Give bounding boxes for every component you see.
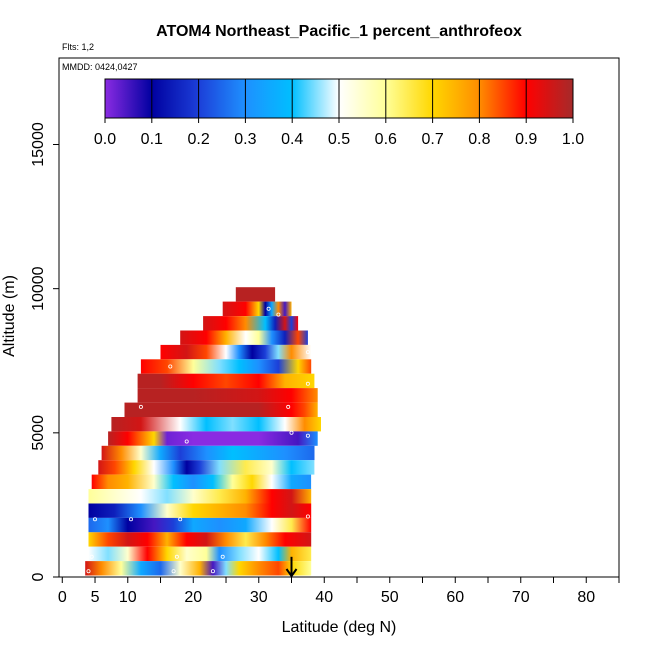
sample-point	[93, 517, 98, 522]
x-tick-label: 5	[91, 589, 100, 606]
sample-point	[138, 404, 143, 409]
heatmap-band	[140, 359, 312, 374]
colorbar-tick-label: 0.8	[468, 131, 490, 148]
x-tick-label: 10	[119, 589, 137, 606]
heatmap-band	[85, 561, 312, 576]
x-tick-label: 80	[577, 589, 595, 606]
sample-point	[286, 404, 291, 409]
sample-point	[178, 517, 183, 522]
heatmap-band	[88, 489, 312, 504]
x-tick-label: 50	[381, 589, 399, 606]
latitude-marker-layer	[285, 556, 298, 578]
heatmap-band	[180, 330, 308, 345]
x-tick-label: 60	[446, 589, 464, 606]
heatmap-band	[98, 460, 315, 475]
heatmap-band	[88, 517, 312, 533]
plot-frame	[58, 57, 620, 578]
colorbar-tick-label: 0.2	[187, 131, 209, 148]
heatmap-band	[124, 402, 318, 417]
x-tick-label: 40	[315, 589, 333, 606]
x-axis: 0 5 10 20 30 40 50 60 70 80	[58, 577, 620, 606]
sample-point	[305, 350, 310, 355]
heatmap-band	[111, 417, 322, 432]
colorbar: 0.0 0.1 0.2 0.3 0.4 0.5 0.6 0.7 0.8 0.9 1.0	[94, 78, 584, 148]
heatmap-band	[235, 287, 276, 302]
y-axis: 0 5000 10000 15000	[30, 122, 59, 581]
colorbar-tick-label: 0.0	[94, 131, 116, 148]
sample-point	[128, 517, 133, 522]
heatmap-band	[137, 373, 315, 389]
colorbar-tick-label: 0.7	[421, 131, 443, 148]
sample-point	[302, 321, 307, 326]
sample-points-layer	[86, 306, 310, 574]
sample-point	[171, 569, 176, 574]
heatmap-band	[108, 431, 318, 446]
heatmap-band	[101, 445, 315, 461]
sample-point	[305, 433, 310, 438]
colorbar-tick-label: 0.3	[234, 131, 256, 148]
chart-title: ATOM4 Northeast_Pacific_1 percent_anthro…	[156, 23, 522, 40]
colorbar-tick-label: 1.0	[562, 131, 584, 148]
y-tick-label: 10000	[30, 266, 47, 311]
sample-point	[184, 439, 189, 444]
y-tick-label: 5000	[30, 415, 47, 451]
heatmap-band	[88, 532, 312, 547]
sample-point	[289, 430, 294, 435]
sample-point	[220, 554, 225, 559]
y-tick-label: 0	[30, 572, 47, 581]
colorbar-tick-label: 0.6	[375, 131, 397, 148]
colorbar-tick-label: 0.9	[515, 131, 537, 148]
flights-label: Flts: 1,2	[62, 42, 94, 52]
heatmap-band	[88, 546, 312, 562]
sample-point	[174, 554, 179, 559]
colorbar-tick-label: 0.4	[281, 131, 303, 148]
x-tick-label: 30	[250, 589, 268, 606]
heatmap-band	[160, 344, 312, 360]
sample-point	[168, 364, 173, 369]
sample-point	[89, 554, 94, 559]
y-axis-label: Altitude (m)	[1, 275, 18, 357]
y-tick-label: 15000	[30, 122, 47, 167]
heatmap-band	[222, 301, 292, 316]
colorbar-tick-label: 0.1	[141, 131, 163, 148]
heatmap-band	[137, 388, 318, 403]
sample-point	[210, 569, 215, 574]
sample-point	[266, 306, 271, 311]
sample-point	[276, 312, 281, 317]
x-axis-label: Latitude (deg N)	[282, 619, 397, 636]
marker-arrow-head	[285, 568, 298, 578]
heatmap-band	[91, 474, 312, 489]
heatmap-band	[203, 316, 299, 331]
x-tick-label: 20	[184, 589, 202, 606]
colorbar-tick-label: 0.5	[328, 131, 350, 148]
dates-label: MMDD: 0424,0427	[62, 62, 138, 72]
heatmap-band	[88, 503, 312, 518]
x-tick-label: 0	[58, 589, 67, 606]
sample-point	[86, 569, 91, 574]
heatmap-layer	[85, 287, 322, 576]
sample-point	[305, 381, 310, 386]
x-tick-label: 70	[512, 589, 530, 606]
sample-point	[305, 514, 310, 519]
